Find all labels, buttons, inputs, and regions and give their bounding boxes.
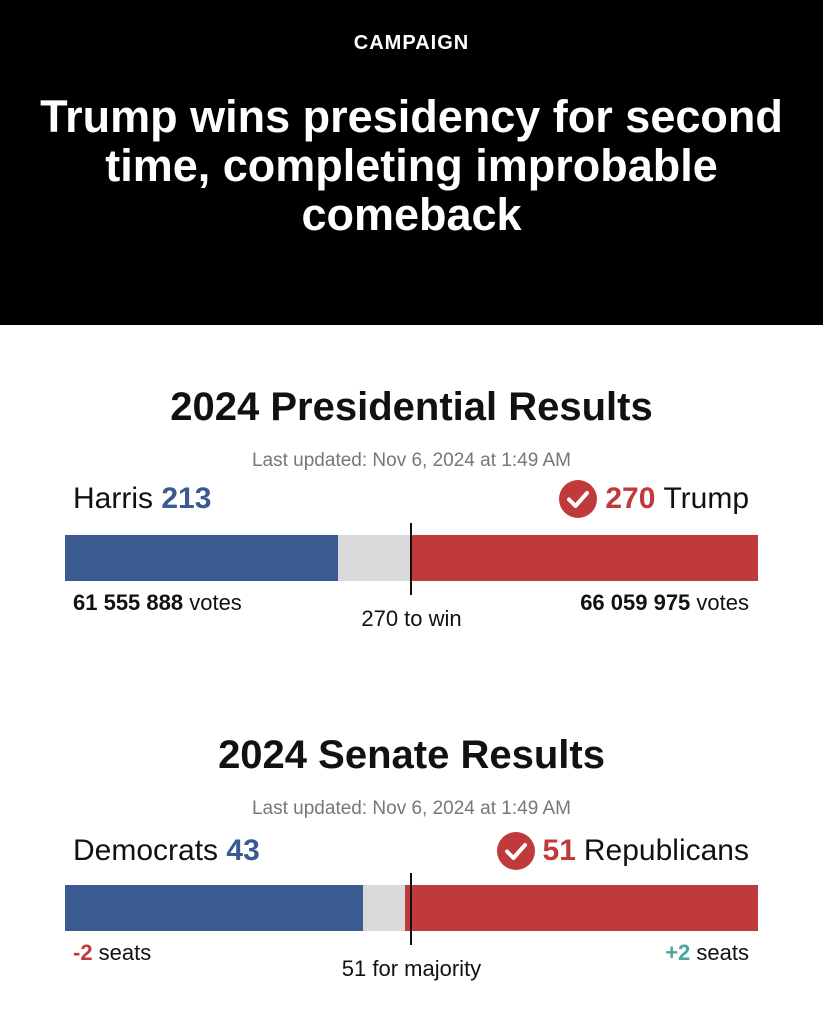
republicans-seat-count: 51 — [542, 834, 576, 867]
harris-votes: 61 555 888 votes — [73, 590, 242, 616]
republicans-bar-segment — [404, 885, 758, 931]
presidential-threshold-label: 270 to win — [361, 606, 462, 631]
republicans-change-suffix: seats — [690, 940, 749, 965]
democrats-seat-count: 43 — [226, 834, 260, 867]
threshold-marker — [410, 523, 412, 595]
harris-name: Harris — [73, 482, 153, 515]
senate-updated: Last updated: Nov 6, 2024 at 1:49 AM — [251, 798, 571, 819]
democrats-label: Democrats 43 — [73, 834, 260, 868]
senate-threshold-label: 51 for majority — [341, 956, 482, 981]
democrats-seat-change: -2 seats — [73, 940, 151, 966]
presidential-bar — [65, 523, 758, 595]
republicans-change-value: +2 — [665, 940, 691, 965]
headline[interactable]: Trump wins presidency for second time, c… — [40, 91, 783, 240]
article-header: CAMPAIGN Trump wins presidency for secon… — [0, 0, 823, 325]
democrats-change-suffix: seats — [92, 940, 152, 965]
democrats-change-value: -2 — [73, 940, 93, 965]
majority-marker — [410, 873, 412, 945]
section-kicker[interactable]: CAMPAIGN — [353, 32, 470, 54]
trump-label: 270 Trump — [559, 480, 749, 518]
democrats-bar-segment — [65, 885, 363, 931]
harris-label: Harris 213 — [73, 482, 211, 516]
republicans-name: Republicans — [583, 834, 749, 867]
trump-name: Trump — [663, 482, 749, 515]
trump-votes: 66 059 975 votes — [580, 590, 749, 616]
harris-votes-value: 61 555 888 — [73, 590, 184, 615]
harris-votes-suffix: votes — [183, 590, 242, 615]
republicans-seat-change: +2 seats — [665, 940, 749, 966]
presidential-title: 2024 Presidential Results — [170, 385, 653, 429]
senate-bar — [65, 873, 758, 945]
republicans-label: 51 Republicans — [496, 832, 749, 870]
trump-votes-value: 66 059 975 — [580, 590, 691, 615]
check-circle-icon — [559, 480, 598, 518]
harris-electoral-count: 213 — [161, 482, 212, 515]
trump-bar-segment — [411, 535, 758, 581]
check-circle-icon — [496, 832, 535, 870]
senate-title: 2024 Senate Results — [218, 733, 605, 777]
trump-electoral-count: 270 — [605, 482, 656, 515]
harris-bar-segment — [65, 535, 339, 581]
presidential-updated: Last updated: Nov 6, 2024 at 1:49 AM — [251, 450, 571, 471]
trump-votes-suffix: votes — [690, 590, 749, 615]
democrats-name: Democrats — [73, 834, 219, 867]
